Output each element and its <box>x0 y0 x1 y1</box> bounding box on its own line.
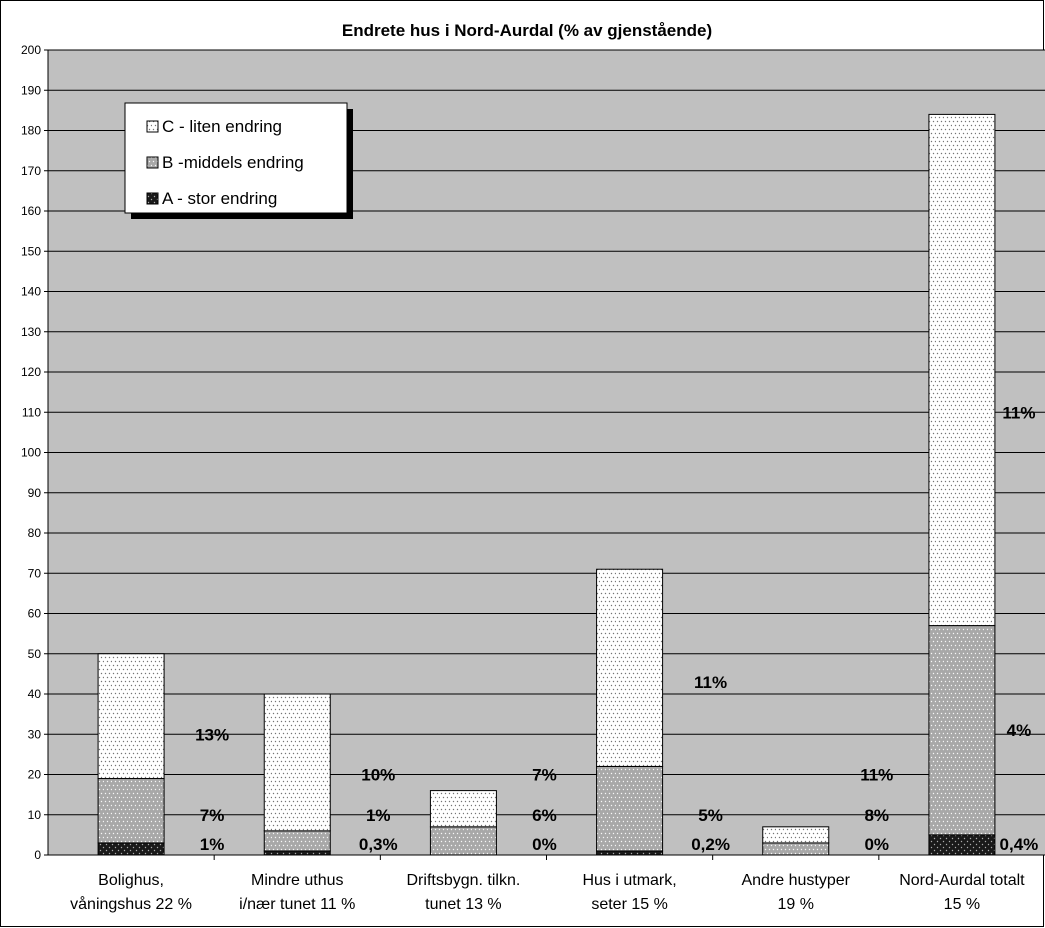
y-tick-label: 80 <box>28 526 42 540</box>
y-tick-label: 180 <box>21 124 41 138</box>
x-category-label: 15 % <box>944 896 980 913</box>
legend-swatch <box>146 192 159 205</box>
y-tick-label: 10 <box>28 808 42 822</box>
y-tick-label: 170 <box>21 164 41 178</box>
y-tick-label: 50 <box>28 647 42 661</box>
y-tick-label: 70 <box>28 566 42 580</box>
percent-label: 0,3% <box>359 835 398 854</box>
x-category-label: Driftsbygn. tilkn. <box>407 872 521 889</box>
x-category-label: tunet 13 % <box>425 896 502 913</box>
legend-box <box>124 102 348 214</box>
y-tick-label: 0 <box>34 848 41 862</box>
segment-a <box>97 842 165 856</box>
y-tick-label: 100 <box>21 446 41 460</box>
percent-label: 11% <box>694 673 727 692</box>
legend-swatch <box>146 156 159 169</box>
segment-b <box>97 778 165 844</box>
segment-c <box>762 826 830 844</box>
y-tick-label: 190 <box>21 83 41 97</box>
x-category-label: i/nær tunet 11 % <box>239 896 355 913</box>
y-tick-label: 200 <box>21 43 41 57</box>
percent-label: 7% <box>200 806 225 825</box>
y-tick-label: 160 <box>21 204 41 218</box>
y-tick-label: 60 <box>28 607 42 621</box>
percent-label: 0% <box>532 835 557 854</box>
segment-a <box>263 850 331 856</box>
segment-b <box>928 625 996 836</box>
percent-label: 0,2% <box>691 835 730 854</box>
legend-label: A - stor endring <box>162 189 277 208</box>
legend-label: B -middels endring <box>162 153 304 172</box>
percent-label: 1% <box>366 806 391 825</box>
y-tick-label: 120 <box>21 365 41 379</box>
segment-a <box>596 850 664 856</box>
x-category-label: Andre hustyper <box>741 872 850 889</box>
x-category-label: våningshus 22 % <box>70 895 192 913</box>
chart-title: Endrete hus i Nord-Aurdal (% av gjenståe… <box>342 21 712 40</box>
percent-label: 13% <box>195 725 229 744</box>
percent-label: 11% <box>860 766 893 785</box>
segment-c <box>596 568 664 767</box>
percent-label: 4% <box>1007 721 1032 740</box>
y-tick-label: 90 <box>28 486 42 500</box>
segment-c <box>97 653 165 780</box>
segment-c <box>928 113 996 627</box>
percent-label: 10% <box>361 766 395 785</box>
percent-label: 0% <box>864 835 889 854</box>
segment-c <box>263 693 331 832</box>
x-category-label: Hus i utmark, <box>582 872 676 889</box>
x-category-label: Bolighus, <box>98 872 164 889</box>
x-category-label: seter 15 % <box>591 896 667 913</box>
percent-label: 5% <box>698 806 723 825</box>
y-tick-label: 140 <box>21 285 41 299</box>
segment-b <box>263 830 331 852</box>
percent-label: 11% <box>1002 403 1035 422</box>
segment-b <box>596 765 664 852</box>
y-tick-label: 30 <box>28 727 42 741</box>
legend-label: C - liten endring <box>162 117 282 136</box>
x-category-label: 19 % <box>778 896 814 913</box>
segment-a <box>928 834 996 856</box>
y-tick-label: 110 <box>22 405 41 419</box>
percent-label: 8% <box>864 806 889 825</box>
y-tick-label: 150 <box>21 244 41 258</box>
percent-label: 0,4% <box>1000 835 1039 854</box>
y-tick-label: 40 <box>28 687 42 701</box>
segment-c <box>429 790 497 828</box>
y-tick-label: 20 <box>28 768 42 782</box>
legend-swatch <box>146 120 159 133</box>
x-category-label: Nord-Aurdal totalt <box>899 872 1025 889</box>
segment-b <box>429 826 497 856</box>
y-tick-label: 130 <box>21 325 41 339</box>
percent-label: 1% <box>200 835 225 854</box>
x-category-label: Mindre uthus <box>251 872 344 889</box>
percent-label: 7% <box>532 766 557 785</box>
segment-b <box>762 842 830 856</box>
percent-label: 6% <box>532 806 557 825</box>
